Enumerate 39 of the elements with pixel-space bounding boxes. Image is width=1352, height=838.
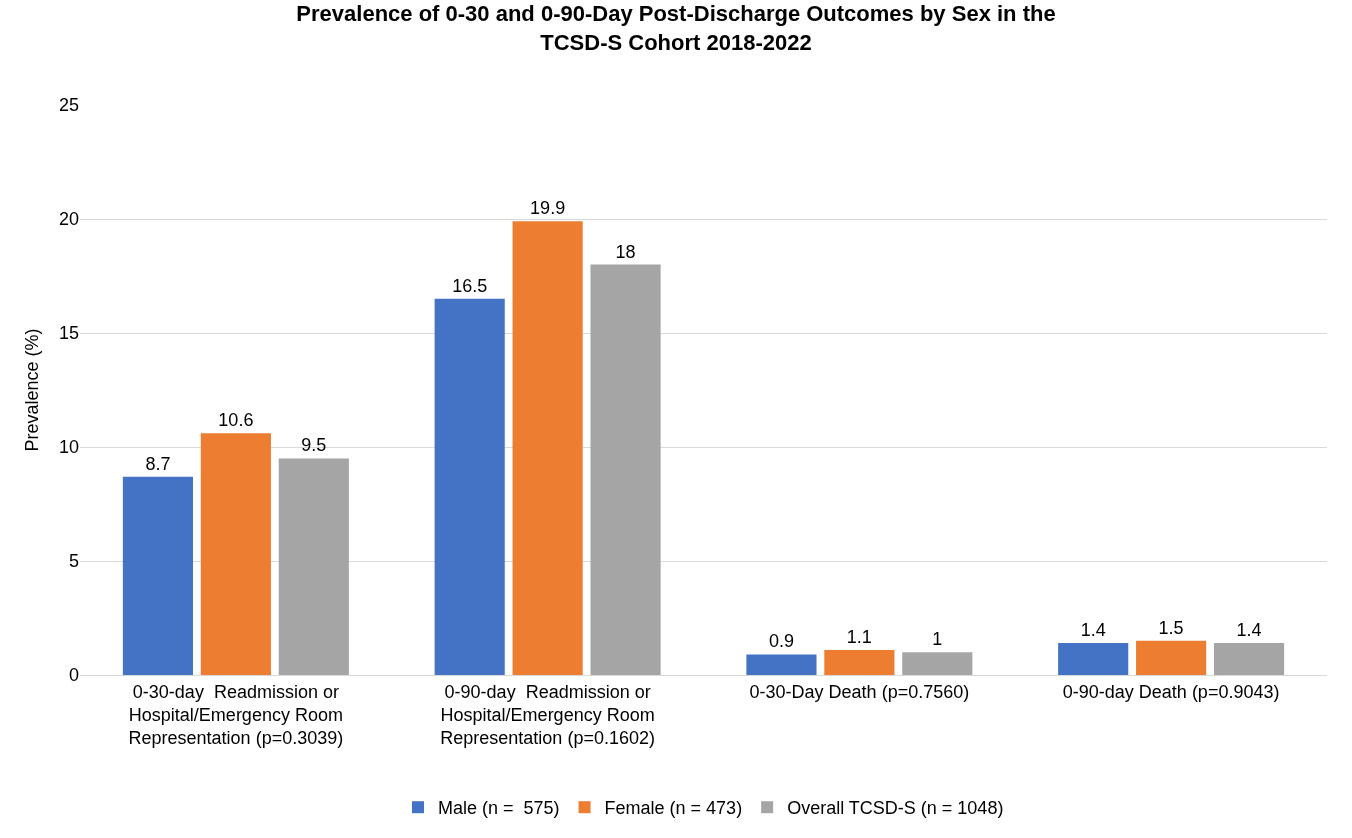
data-label: 18 [615, 241, 636, 262]
bar [1213, 643, 1285, 675]
x-tick-label: 0-90-day Death (p=0.9043) [1062, 681, 1280, 702]
data-label: 16.5 [452, 275, 488, 296]
data-label: 0.9 [768, 631, 794, 652]
data-label: 8.7 [145, 453, 171, 474]
bar [902, 652, 973, 675]
legend-label: Female (n = 473) [604, 798, 743, 819]
data-label: 1 [932, 629, 943, 650]
data-label: 19.9 [530, 198, 566, 219]
bar [824, 649, 895, 675]
data-label: 10.6 [218, 410, 254, 431]
y-tick-label: 0 [68, 665, 79, 686]
bar [278, 458, 349, 675]
bar [1136, 640, 1207, 675]
data-label: 9.5 [301, 435, 327, 456]
bar [122, 476, 194, 675]
x-tick-label: 0-30-day Readmission or Hospital/Emergency Room Representation (p=0.3039) [128, 681, 344, 749]
bar [200, 433, 271, 675]
legend-label: Overall TCSD-S (n = 1048) [787, 798, 1004, 819]
data-label: 1.5 [1158, 617, 1184, 638]
chart-title: Prevalence of 0-30 and 0-90-Day Post-Discharge Outcomes by Sex in the TCSD-S Cohort 2018-2022 [296, 0, 1056, 55]
bar [434, 298, 505, 675]
bar [1058, 643, 1129, 675]
x-tick-label: 0-90-day Readmission or Hospital/Emergency Room Representation (p=0.1602) [440, 681, 655, 749]
y-tick-label: 25 [58, 95, 79, 116]
y-tick-label: 10 [58, 437, 79, 458]
data-label: 1.1 [846, 626, 872, 647]
data-label: 1.4 [1080, 620, 1106, 641]
y-axis-title: Prevalence (%) [22, 328, 43, 452]
legend-label: Male (n = 575) [438, 798, 560, 819]
bar [512, 221, 583, 675]
y-tick-label: 15 [58, 323, 79, 344]
bar [590, 264, 661, 675]
bar [746, 654, 817, 675]
y-tick-label: 5 [68, 551, 79, 572]
y-tick-label: 20 [58, 209, 79, 230]
x-tick-label: 0-30-Day Death (p=0.7560) [749, 681, 970, 702]
data-label: 1.4 [1236, 620, 1262, 641]
